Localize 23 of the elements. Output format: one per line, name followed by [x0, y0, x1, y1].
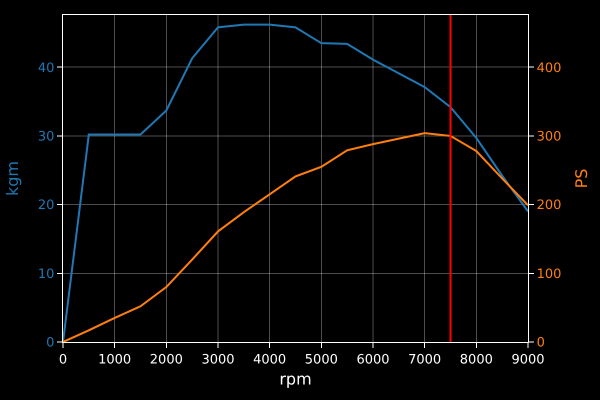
x-tick-label: 8000: [460, 352, 493, 368]
x-tick-label: 2000: [150, 352, 183, 368]
x-tick-label: 3000: [201, 352, 235, 368]
y2-tick-label: 200: [536, 198, 562, 214]
y2-tick-label: 300: [536, 129, 562, 144]
x-tick-label: 5000: [304, 352, 338, 368]
y-axis-title: kgm: [2, 160, 22, 196]
y-tick-label: 20: [38, 198, 54, 214]
y2-tick-label: 100: [536, 266, 562, 282]
y2-tick-label: 0: [536, 336, 545, 351]
y-tick-label: 40: [38, 60, 54, 76]
x-tick-label: 4000: [253, 352, 286, 368]
y2-tick-label: 400: [536, 60, 562, 76]
x-tick-label: 7000: [408, 352, 442, 368]
x-tick-label: 0: [58, 352, 68, 368]
x-tick-label: 9000: [511, 352, 545, 368]
x-tick-label: 1000: [98, 352, 132, 368]
y-tick-label: 30: [38, 129, 54, 144]
y-tick-label: 0: [46, 336, 54, 351]
x-tick-label: 6000: [356, 352, 390, 368]
y-tick-label: 10: [38, 266, 54, 282]
x-axis-title: rpm: [279, 369, 312, 388]
y2-axis-title: PS: [572, 168, 592, 188]
